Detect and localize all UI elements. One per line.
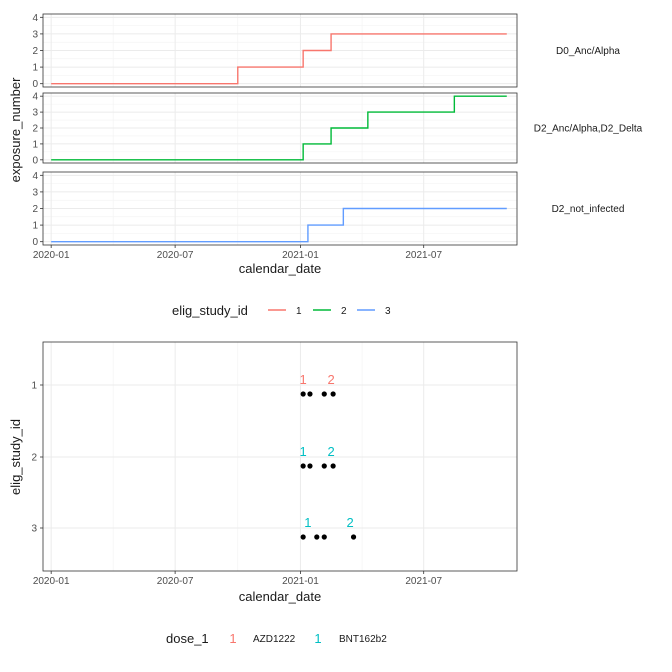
y-tick-label: 2	[32, 204, 38, 215]
series-line-2	[51, 95, 507, 161]
panel-border	[42, 13, 518, 88]
y-axis-title: exposure_number	[8, 77, 23, 182]
legend-exposure: elig_study_id 1 2 3	[172, 303, 391, 318]
series-line-3	[51, 207, 507, 243]
panel-3: 0 1 2 3 4 D2_not_infected	[32, 171, 624, 248]
y-tick-label: 3	[32, 108, 38, 119]
panel-1: 0 1 2 3 4 D0_Anc/Alpha	[32, 13, 620, 90]
legend-label: BNT162b2	[339, 634, 387, 645]
y-tick-label: 2	[32, 46, 38, 57]
x-tick-label: 2020-07	[157, 250, 194, 261]
data-point	[300, 534, 306, 540]
dose-annotation: 2	[347, 515, 354, 530]
x-tick-label: 2020-01	[33, 250, 70, 261]
dose-annotation: 2	[327, 444, 334, 459]
strip-label: D2_Anc/Alpha,D2_Delta	[534, 124, 643, 135]
x-tick-label: 2021-01	[282, 576, 319, 587]
legend-label: 1	[296, 306, 302, 317]
y-tick-label: 2	[31, 453, 37, 464]
y-tick-label: 0	[32, 155, 38, 166]
y-tick-label: 1	[32, 63, 38, 74]
y-tick-label: 3	[32, 187, 38, 198]
x-tick-label: 2020-01	[33, 576, 70, 587]
legend-dose: dose_1 1 AZD1222 1 BNT162b2	[166, 631, 387, 646]
data-point	[314, 534, 320, 540]
data-point	[321, 534, 327, 540]
y-tick-label: 3	[32, 29, 38, 40]
y-axis-title: elig_study_id	[8, 419, 23, 495]
x-tick-label: 2021-01	[282, 250, 319, 261]
x-axis-title: calendar_date	[239, 261, 321, 276]
x-tick-label: 2020-07	[157, 576, 194, 587]
y-tick-label: 3	[31, 524, 37, 535]
data-point	[350, 534, 357, 540]
y-tick-label: 0	[32, 237, 38, 248]
legend-label: 2	[341, 306, 347, 317]
y-tick-label: 4	[32, 92, 38, 103]
data-point	[300, 463, 306, 469]
dose-annotation: 1	[304, 515, 311, 530]
y-tick-label: 4	[32, 171, 38, 182]
x-tick-label: 2021-07	[405, 576, 442, 587]
panel-border	[42, 92, 518, 164]
dose-annotation: 1	[300, 444, 307, 459]
legend-label: AZD1222	[253, 634, 296, 645]
exposure-step-chart: 0 1 2 3 4 D0_Anc/Alpha 0 1 2 3 4 D2_Anc/Alpha,D2_De…	[8, 13, 643, 318]
panel-border	[42, 171, 518, 246]
strip-label: D2_not_infected	[552, 204, 625, 215]
legend-label: 3	[385, 306, 391, 317]
dose-scatter-chart: 1 2 3 1 2 1 2 1 2 2020-01 2020-07 2021-01 2021-07 cal…	[8, 341, 518, 646]
data-point	[321, 391, 327, 397]
y-tick-label: 1	[31, 381, 37, 392]
data-point	[330, 463, 336, 469]
legend-key-AZD1222: 1	[229, 631, 236, 646]
panel-border	[42, 341, 518, 572]
series-line-1	[51, 33, 507, 85]
strip-label: D0_Anc/Alpha	[556, 46, 620, 57]
x-axis-title: calendar_date	[239, 589, 321, 604]
y-tick-label: 2	[32, 124, 38, 135]
panel-2: 0 1 2 3 4 D2_Anc/Alpha,D2_Delta	[32, 92, 642, 167]
y-tick-label: 1	[32, 139, 38, 150]
data-point	[307, 463, 313, 469]
y-tick-label: 4	[32, 13, 38, 24]
x-tick-label: 2021-07	[405, 250, 442, 261]
y-tick-label: 0	[32, 79, 38, 90]
y-tick-label: 1	[32, 221, 38, 232]
data-point	[307, 391, 313, 397]
data-point	[300, 391, 306, 397]
legend-title: elig_study_id	[172, 303, 248, 318]
scatter-panel: 1 2 3 1 2 1 2 1 2	[31, 341, 518, 572]
data-point	[321, 463, 327, 469]
dose-annotation: 1	[300, 372, 307, 387]
data-point	[330, 391, 336, 397]
legend-key-BNT162b2: 1	[314, 631, 321, 646]
dose-annotation: 2	[327, 372, 334, 387]
legend-title: dose_1	[166, 631, 209, 646]
